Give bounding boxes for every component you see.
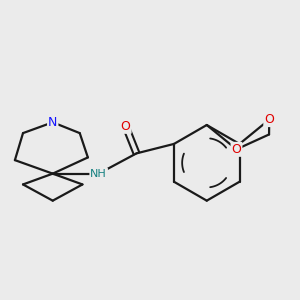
Text: O: O [121,120,130,133]
Text: NH: NH [90,169,107,178]
Text: O: O [264,113,274,126]
Text: O: O [232,143,242,156]
Text: N: N [48,116,57,129]
